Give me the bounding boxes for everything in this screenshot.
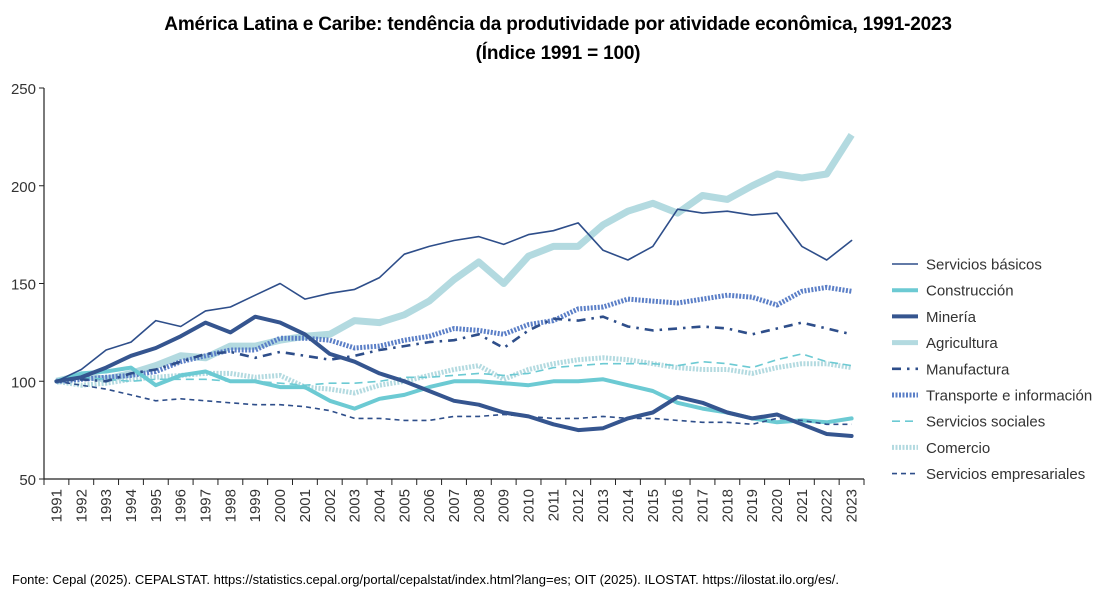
series-agricultura: [55, 133, 855, 385]
x-tick-label: 1992: [73, 489, 90, 522]
series-servicios-empresariales: [56, 380, 852, 426]
legend-label: Transporte e información: [926, 388, 1092, 405]
y-tick-label: 200: [11, 179, 36, 196]
legend-label: Comercio: [926, 440, 990, 457]
series-line-servicios-basicos: [55, 208, 853, 383]
legend: Servicios básicos Construcción Minería Agri…: [892, 257, 1092, 483]
x-tick-label: 2014: [620, 489, 637, 522]
legend-label: Agricultura: [926, 335, 998, 352]
chart-title-line2: (Índice 1991 = 100): [475, 43, 641, 64]
legend-item-manufactura: Manufactura: [892, 361, 1010, 378]
series-line-agricultura: [55, 133, 855, 385]
legend-label: Minería: [926, 309, 977, 326]
x-tick-label: 2001: [297, 489, 314, 522]
x-tick-label: 2005: [396, 489, 413, 522]
y-tick-label: 250: [11, 81, 36, 98]
legend-item-mineria: Minería: [892, 309, 977, 326]
x-tick-label: 2006: [421, 489, 438, 522]
chart-title-line1: América Latina e Caribe: tendência da pr…: [164, 14, 952, 35]
series-line-mineria: [54, 314, 854, 438]
series-transporte-e-informacion: [56, 284, 852, 384]
x-tick-label: 2017: [694, 489, 711, 522]
x-tick-label: 2019: [744, 489, 761, 522]
series-layer: [54, 133, 855, 438]
x-tick-label: 2011: [545, 489, 562, 521]
x-tick-label: 2004: [371, 489, 388, 522]
series-line-transporte-e-informacion: [56, 284, 852, 384]
legend-item-servicios-basicos: Servicios básicos: [892, 257, 1042, 274]
x-tick-label: 1996: [173, 489, 190, 522]
legend-label: Servicios empresariales: [926, 466, 1085, 483]
legend-item-transporte-e-informacion: Transporte e información: [892, 388, 1092, 405]
x-tick-label: 2020: [769, 489, 786, 522]
series-servicios-sociales: [56, 353, 852, 387]
y-tick-label: 150: [11, 277, 36, 294]
x-tick-label: 2013: [595, 489, 612, 522]
x-tick-label: 2007: [446, 489, 463, 522]
x-tick-label: 2009: [496, 489, 513, 522]
x-tick-label: 1994: [123, 489, 140, 522]
x-tick-label: 2018: [719, 489, 736, 522]
series-mineria: [54, 314, 854, 438]
x-tick-label: 2010: [521, 489, 538, 522]
x-tick-label: 1998: [222, 489, 239, 522]
legend-item-construccion: Construcción: [892, 283, 1014, 300]
x-tick-label: 1993: [98, 489, 115, 522]
x-tick-label: 2000: [272, 489, 289, 522]
series-line-servicios-empresariales: [56, 380, 852, 426]
x-tick-label: 2015: [645, 489, 662, 522]
x-tick-label: 2023: [844, 489, 861, 522]
y-tick-label: 100: [11, 374, 36, 391]
x-tick-label: 1999: [247, 489, 264, 522]
x-tick-label: 1991: [48, 489, 65, 522]
legend-item-comercio: Comercio: [892, 440, 990, 457]
series-line-manufactura: [56, 315, 852, 383]
x-tick-label: 2003: [347, 489, 364, 522]
legend-label: Servicios sociales: [926, 414, 1045, 431]
series-servicios-basicos: [55, 208, 853, 383]
legend-item-servicios-sociales: Servicios sociales: [892, 414, 1045, 431]
x-tick-label: 2016: [670, 489, 687, 522]
source-note: Fonte: Cepal (2025). CEPALSTAT. https://…: [12, 572, 839, 587]
series-manufactura: [56, 315, 852, 383]
x-tick-label: 2021: [794, 489, 811, 522]
x-tick-label: 1997: [198, 489, 215, 522]
legend-label: Manufactura: [926, 361, 1010, 378]
x-tick-label: 2002: [322, 489, 339, 522]
legend-item-agricultura: Agricultura: [892, 335, 998, 352]
y-tick-label: 50: [19, 472, 36, 489]
chart-title: América Latina e Caribe: tendência da pr…: [0, 10, 1116, 68]
series-line-servicios-sociales: [56, 353, 852, 387]
x-tick-label: 2008: [471, 489, 488, 522]
legend-label: Servicios básicos: [926, 257, 1042, 274]
legend-label: Construcción: [926, 283, 1014, 300]
x-tick-label: 2012: [570, 489, 587, 522]
axes: 50 100 150 200 250 1991 1992 1993 1994 1995 1996 19…: [11, 81, 865, 522]
x-tick-label: 2022: [819, 489, 836, 522]
x-tick-label: 1995: [148, 489, 165, 522]
legend-item-servicios-empresariales: Servicios empresariales: [892, 466, 1085, 483]
